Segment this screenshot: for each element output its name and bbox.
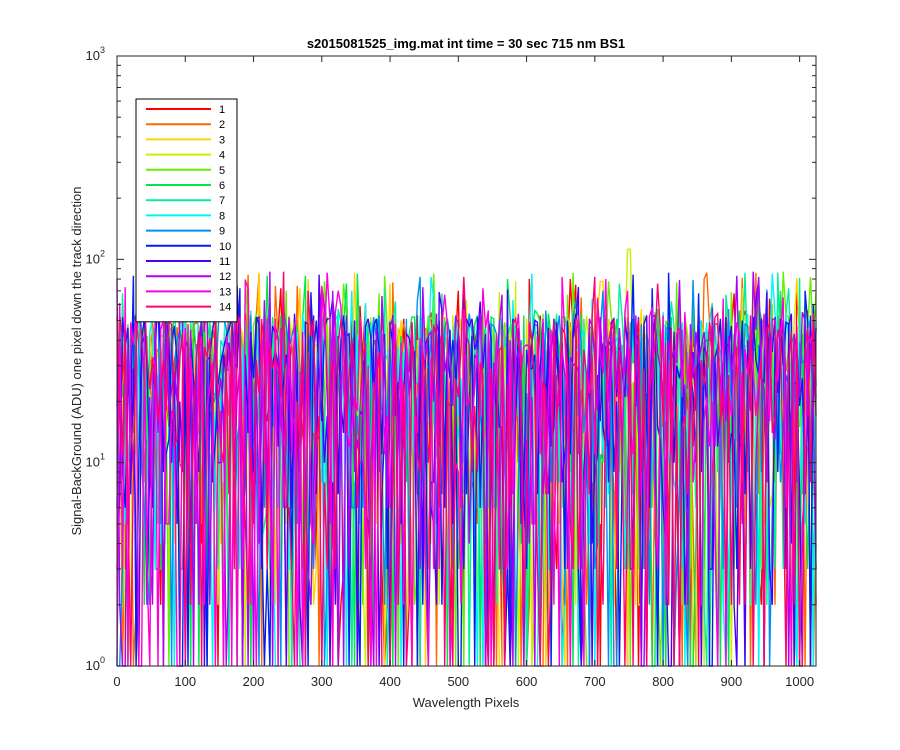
legend-label-3: 3: [219, 134, 225, 146]
series-layer: [116, 248, 817, 667]
y-tick-label: 102: [86, 248, 105, 266]
x-tick-label: 300: [311, 674, 333, 689]
legend-label-11: 11: [219, 256, 230, 268]
x-axis: 0 100 200 300 400 500 600 700 800 900 1000: [113, 56, 814, 689]
series-14-line: [116, 271, 817, 667]
legend-label-13: 13: [219, 286, 231, 298]
x-tick-label: 500: [447, 674, 469, 689]
y-axis-label: Signal-BackGround (ADU) one pixel down t…: [69, 186, 84, 535]
y-tick-label: 100: [86, 655, 105, 673]
x-tick-label: 900: [721, 674, 743, 689]
plot-frame: [116, 55, 817, 667]
y-tick-label: 101: [86, 452, 105, 470]
x-tick-label: 1000: [785, 674, 814, 689]
x-tick-label: 800: [652, 674, 674, 689]
legend-label-2: 2: [219, 119, 225, 131]
legend-label-6: 6: [219, 180, 225, 192]
x-tick-label: 0: [113, 674, 120, 689]
legend-label-5: 5: [219, 165, 225, 177]
legend-label-7: 7: [219, 195, 225, 207]
x-tick-label: 600: [516, 674, 538, 689]
chart-title: s2015081525_img.mat int time = 30 sec 71…: [307, 36, 625, 51]
legend-label-12: 12: [219, 271, 231, 283]
y-tick-label: 103: [86, 45, 105, 63]
x-tick-label: 400: [379, 674, 401, 689]
x-tick-label: 100: [174, 674, 196, 689]
legend-label-10: 10: [219, 241, 231, 253]
x-axis-label: Wavelength Pixels: [413, 695, 520, 710]
x-tick-label: 200: [243, 674, 265, 689]
x-tick-label: 700: [584, 674, 606, 689]
legend-label-1: 1: [219, 104, 225, 116]
legend-label-9: 9: [219, 226, 225, 238]
legend-box: [135, 98, 238, 323]
legend-label-4: 4: [219, 150, 225, 162]
legend-label-8: 8: [219, 210, 225, 222]
legend-label-14: 14: [219, 302, 231, 314]
